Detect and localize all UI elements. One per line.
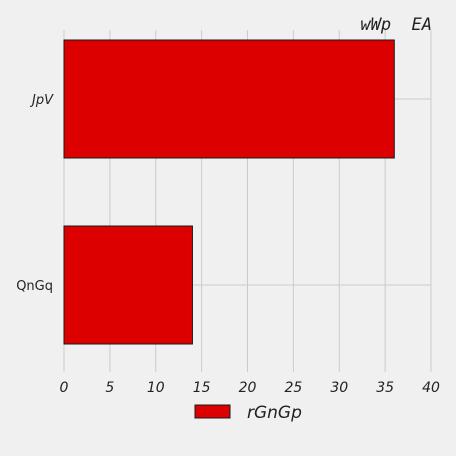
legend-label: rGnGp [247,403,302,423]
chart-title: wWp EA [360,15,432,35]
bar [63,225,193,345]
x-tick-label: 35 [376,380,394,396]
x-tick-label: 0 [60,380,69,396]
x-tick-label: 5 [105,380,114,396]
x-tick-label: 40 [422,380,440,396]
category-label: QnGq [16,279,53,294]
legend: rGnGp [194,403,302,423]
x-tick-label: 25 [284,380,302,396]
bar [63,39,395,159]
category-label: JpV [29,93,54,108]
legend-swatch [194,404,231,419]
x-tick-label: 15 [193,380,211,396]
x-tick-label: 20 [239,380,257,396]
bars [63,39,395,345]
category-labels: JpV QnGq [16,93,54,294]
x-tick-labels: 0 5 10 15 20 25 30 35 40 [60,380,440,396]
x-tick-label: 10 [147,380,165,396]
x-tick-label: 30 [330,380,348,396]
